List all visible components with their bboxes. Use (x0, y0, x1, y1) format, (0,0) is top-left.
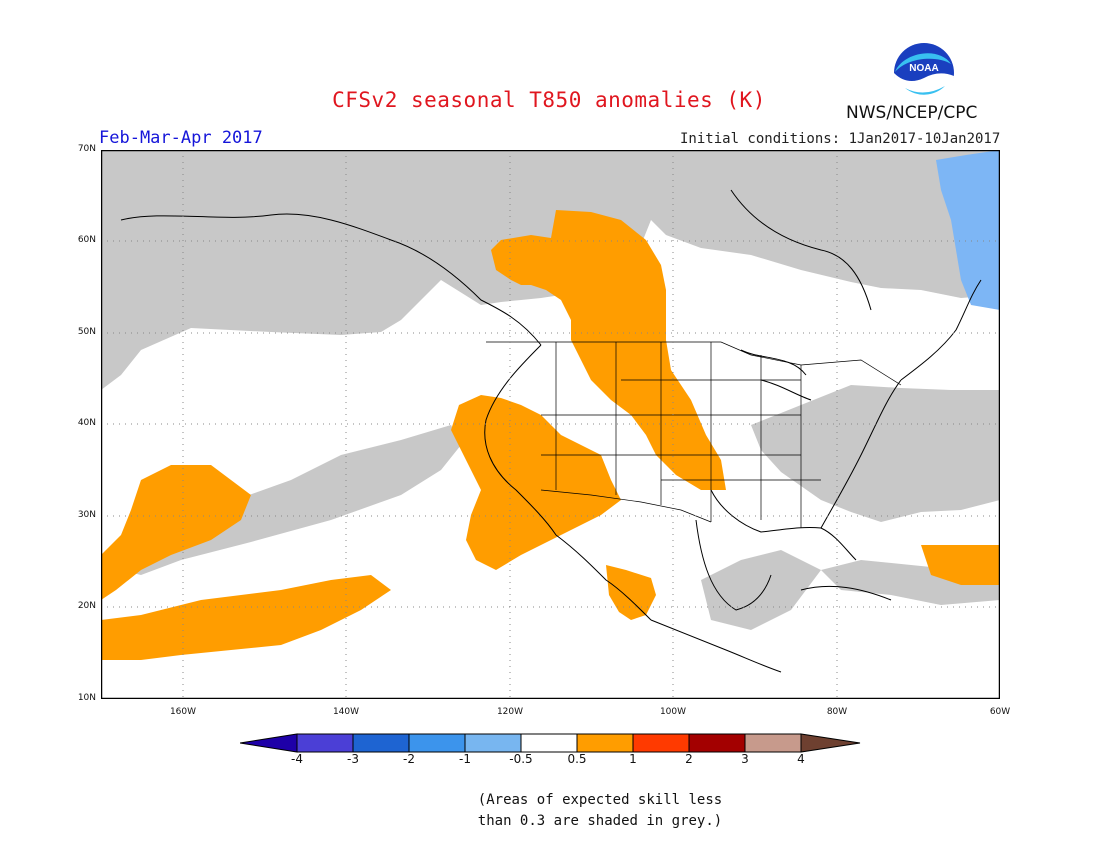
mexico-pacific (650, 619, 782, 673)
skill-footnote-line2: than 0.3 are shaded in grey.) (477, 813, 723, 829)
grey-gulf (701, 550, 821, 630)
west-coast (484, 344, 652, 621)
map-title: CFSv2 seasonal T850 anomalies (K) (332, 88, 766, 112)
colorbar-swatch-minus3-minus2 (352, 733, 410, 753)
warm-anomaly-areas (101, 210, 1000, 660)
colorbar-label: -0.5 (509, 752, 533, 766)
skill-footnote: (Areas of expected skill less than 0.3 a… (430, 790, 770, 832)
colorbar (240, 733, 861, 753)
cold-labrador (936, 150, 1000, 310)
colorbar-swatch-minus4-minus3 (296, 733, 354, 753)
lon-label-80w: 80W (826, 707, 848, 717)
forecast-period: Feb-Mar-Apr 2017 (99, 128, 263, 148)
colorbar-swatch-neutral (520, 733, 578, 753)
noaa-logo-text: NOAA (909, 63, 938, 74)
lon-label-100w: 100W (659, 707, 687, 717)
lat-label-20n: 20N (77, 601, 96, 611)
coastlines (120, 189, 982, 673)
lon-label-160w: 160W (169, 707, 197, 717)
colorbar-label: 4 (797, 752, 805, 766)
colorbar-label: 0.5 (567, 752, 587, 766)
lat-label-30n: 30N (77, 510, 96, 520)
great-lakes (740, 349, 812, 401)
anomaly-map (101, 150, 1000, 699)
colorbar-swatch-3-4 (744, 733, 802, 753)
colorbar-label: 1 (629, 752, 637, 766)
us-canada-border (486, 341, 902, 386)
colorbar-label: -1 (459, 752, 471, 766)
east-coast (820, 379, 902, 529)
skill-footnote-line1: (Areas of expected skill less (477, 792, 723, 808)
cuba (800, 585, 892, 601)
colorbar-swatch-above-4 (800, 733, 861, 753)
lon-label-120w: 120W (496, 707, 524, 717)
colorbar-swatch-2-3 (688, 733, 746, 753)
colorbar-swatch-minus2-minus1 (408, 733, 466, 753)
us-mexico-border (540, 489, 712, 523)
lat-label-50n: 50N (77, 327, 96, 337)
yucatan (695, 519, 772, 611)
colorbar-label: -3 (347, 752, 359, 766)
warm-mexico (606, 565, 656, 620)
warm-pacific-hawaii (101, 465, 251, 600)
lon-label-60w: 60W (989, 707, 1011, 717)
map-frame (101, 150, 1000, 699)
agency-label: NWS/NCEP/CPC (846, 103, 978, 123)
grey-northeast-atlantic (751, 385, 1000, 522)
lat-label-10n: 10N (77, 693, 96, 703)
hudson-bay (730, 189, 872, 311)
lon-label-140w: 140W (332, 707, 360, 717)
colorbar-label: -4 (291, 752, 303, 766)
warm-southwest (451, 395, 621, 570)
colorbar-label: 3 (741, 752, 749, 766)
colorbar-swatch-below-minus4 (240, 733, 298, 753)
political-borders (486, 341, 902, 528)
alaska-coast (120, 213, 542, 346)
warm-atlantic (921, 545, 1000, 585)
warm-prairies (491, 210, 726, 490)
lat-label-60n: 60N (77, 235, 96, 245)
lat-label-40n: 40N (77, 418, 96, 428)
colorbar-swatch-05-1 (576, 733, 634, 753)
gulf-coast (710, 489, 857, 561)
noaa-logo: NOAA (893, 43, 954, 104)
colorbar-swatch-minus1-minus05 (464, 733, 522, 753)
maritimes (900, 279, 982, 381)
warm-pacific-south (101, 575, 391, 660)
lat-label-70n: 70N (77, 144, 96, 154)
colorbar-label: 2 (685, 752, 693, 766)
initial-conditions: Initial conditions: 1Jan2017-10Jan2017 (680, 131, 1001, 147)
colorbar-label: -2 (403, 752, 415, 766)
cold-anomaly-areas (936, 150, 1000, 310)
colorbar-swatch-1-2 (632, 733, 690, 753)
